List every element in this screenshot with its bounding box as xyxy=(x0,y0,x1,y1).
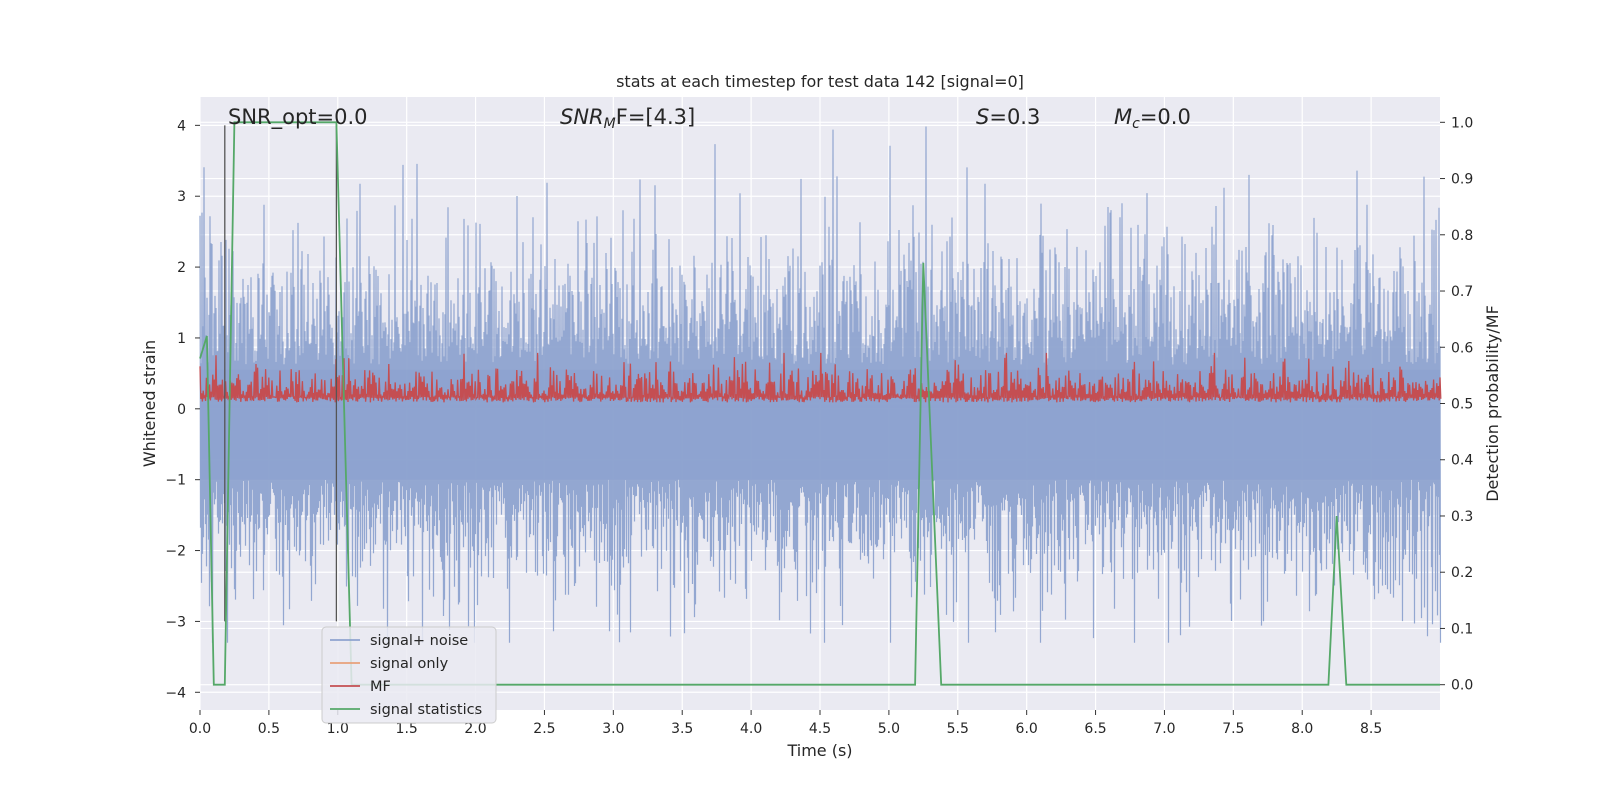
y-tick-label: 2 xyxy=(177,260,186,276)
x-tick-label: 3.0 xyxy=(602,721,624,737)
x-tick-label: 4.0 xyxy=(740,721,762,737)
y-tick-label: 0 xyxy=(177,402,186,418)
x-tick-label: 3.5 xyxy=(671,721,693,737)
annotation-s-italic: S xyxy=(976,105,989,129)
x-tick-label: 8.0 xyxy=(1291,721,1313,737)
y-tick-label: −3 xyxy=(165,614,186,630)
annotation-snr-opt: SNR_opt=0.0 xyxy=(228,105,368,130)
y-tick-label: −4 xyxy=(165,685,186,701)
legend-label-signal-statistics: signal statistics xyxy=(370,702,482,718)
x-tick-label: 6.0 xyxy=(1016,721,1038,737)
legend: signal+ noise signal only MF signal stat… xyxy=(321,626,497,724)
y-right-tick-label: 0.0 xyxy=(1451,678,1473,694)
y-right-tick-label: 0.1 xyxy=(1451,621,1473,637)
annotation-mc-sub: c xyxy=(1132,116,1140,132)
annotation-mc: Mc=0.0 xyxy=(1114,105,1191,132)
series-line-mf xyxy=(199,352,1442,403)
y-right-tick-label: 0.8 xyxy=(1451,228,1473,244)
series-mf xyxy=(199,352,1442,403)
x-tick-label: 0.5 xyxy=(258,721,280,737)
annotation-snr-mf: SNRMF=[4.3] xyxy=(560,105,695,132)
y-right-tick-label: 0.4 xyxy=(1451,453,1473,469)
y-right-tick-label: 0.9 xyxy=(1451,172,1473,188)
x-tick-label: 1.5 xyxy=(396,721,418,737)
y-tick-label: 3 xyxy=(177,189,186,205)
x-tick-label: 2.5 xyxy=(533,721,555,737)
y-tick-label: −2 xyxy=(165,544,186,560)
x-tick-label: 6.5 xyxy=(1084,721,1106,737)
annotation-mc-rest: =0.0 xyxy=(1140,105,1191,129)
x-tick-label: 4.5 xyxy=(809,721,831,737)
legend-label-signal-noise: signal+ noise xyxy=(370,633,468,649)
annotation-snr-mf-base: SNR xyxy=(560,105,604,129)
y-right-tick-label: 0.3 xyxy=(1451,509,1473,525)
legend-label-signal-only: signal only xyxy=(370,656,449,672)
x-tick-label: 5.0 xyxy=(878,721,900,737)
x-tick-label: 7.0 xyxy=(1153,721,1175,737)
annotation-s: S=0.3 xyxy=(976,105,1040,129)
x-tick-label: 0.0 xyxy=(189,721,211,737)
y-right-tick-label: 0.6 xyxy=(1451,340,1473,356)
x-tick-label: 1.0 xyxy=(327,721,349,737)
y-right-tick-label: 1.0 xyxy=(1451,115,1473,131)
chart-title: stats at each timestep for test data 142… xyxy=(616,72,1024,91)
x-tick-label: 7.5 xyxy=(1222,721,1244,737)
y-right-tick-label: 0.2 xyxy=(1451,565,1473,581)
y-axis-right-label: Detection probability/MF xyxy=(1483,305,1502,502)
annotation-s-rest: =0.3 xyxy=(989,105,1040,129)
y-right-tick-label: 0.7 xyxy=(1451,284,1473,300)
annotation-snr-mf-rest: F=[4.3] xyxy=(616,105,695,129)
x-tick-label: 2.0 xyxy=(464,721,486,737)
x-tick-label: 8.5 xyxy=(1360,721,1382,737)
y-right-tick-label: 0.5 xyxy=(1451,397,1473,413)
annotation-mc-italic: M xyxy=(1114,105,1132,129)
vertical-markers xyxy=(224,125,338,622)
y-tick-label: 4 xyxy=(177,118,186,134)
annotation-snr-mf-sub: M xyxy=(604,116,616,132)
legend-box xyxy=(321,626,497,724)
legend-label-mf: MF xyxy=(370,679,391,695)
axis-ticks: 0.0 0.5 1.0 1.5 2.0 2.5 3.0 3.5 4.0 4.5 5.0 5.5 6.0 6… xyxy=(165,115,1473,737)
x-tick-label: 5.5 xyxy=(947,721,969,737)
y-tick-label: −1 xyxy=(165,473,186,489)
x-axis-label: Time (s) xyxy=(786,741,852,760)
y-axis-label: Whitened strain xyxy=(140,340,159,467)
y-tick-label: 1 xyxy=(177,331,186,347)
